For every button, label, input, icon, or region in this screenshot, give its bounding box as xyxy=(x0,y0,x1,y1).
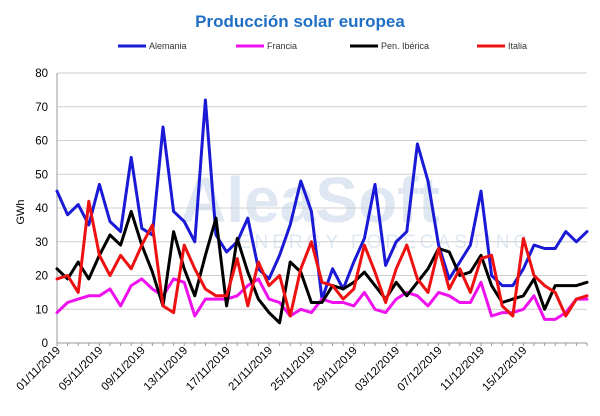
legend-label: Alemania xyxy=(149,41,187,51)
y-tick-label: 60 xyxy=(35,136,48,148)
gridlines xyxy=(57,72,587,310)
y-tick-label: 30 xyxy=(35,237,48,249)
y-tick-label: 50 xyxy=(35,169,48,181)
series-line-pen-ib-rica xyxy=(55,209,589,325)
legend-label: Pen. Ibérica xyxy=(381,41,429,51)
legend: Alemania Francia Pen. Ibérica Italia xyxy=(118,41,527,51)
series-line-francia xyxy=(55,277,589,321)
series-line-italia xyxy=(55,199,589,318)
legend-label: Francia xyxy=(267,41,297,51)
chart-title: Producción solar europea xyxy=(195,12,405,31)
watermark-brand: AleaSoft xyxy=(180,164,440,236)
series-lines xyxy=(55,98,589,325)
y-tick-label: 0 xyxy=(42,338,48,350)
y-axis-label: GWh xyxy=(15,199,27,224)
y-tick-label: 70 xyxy=(35,102,48,114)
y-tick-label: 10 xyxy=(35,304,48,316)
y-tick-label: 80 xyxy=(35,68,48,80)
legend-label: Italia xyxy=(508,41,527,51)
y-tick-label: 40 xyxy=(35,203,48,215)
y-tick-label: 20 xyxy=(35,271,48,283)
